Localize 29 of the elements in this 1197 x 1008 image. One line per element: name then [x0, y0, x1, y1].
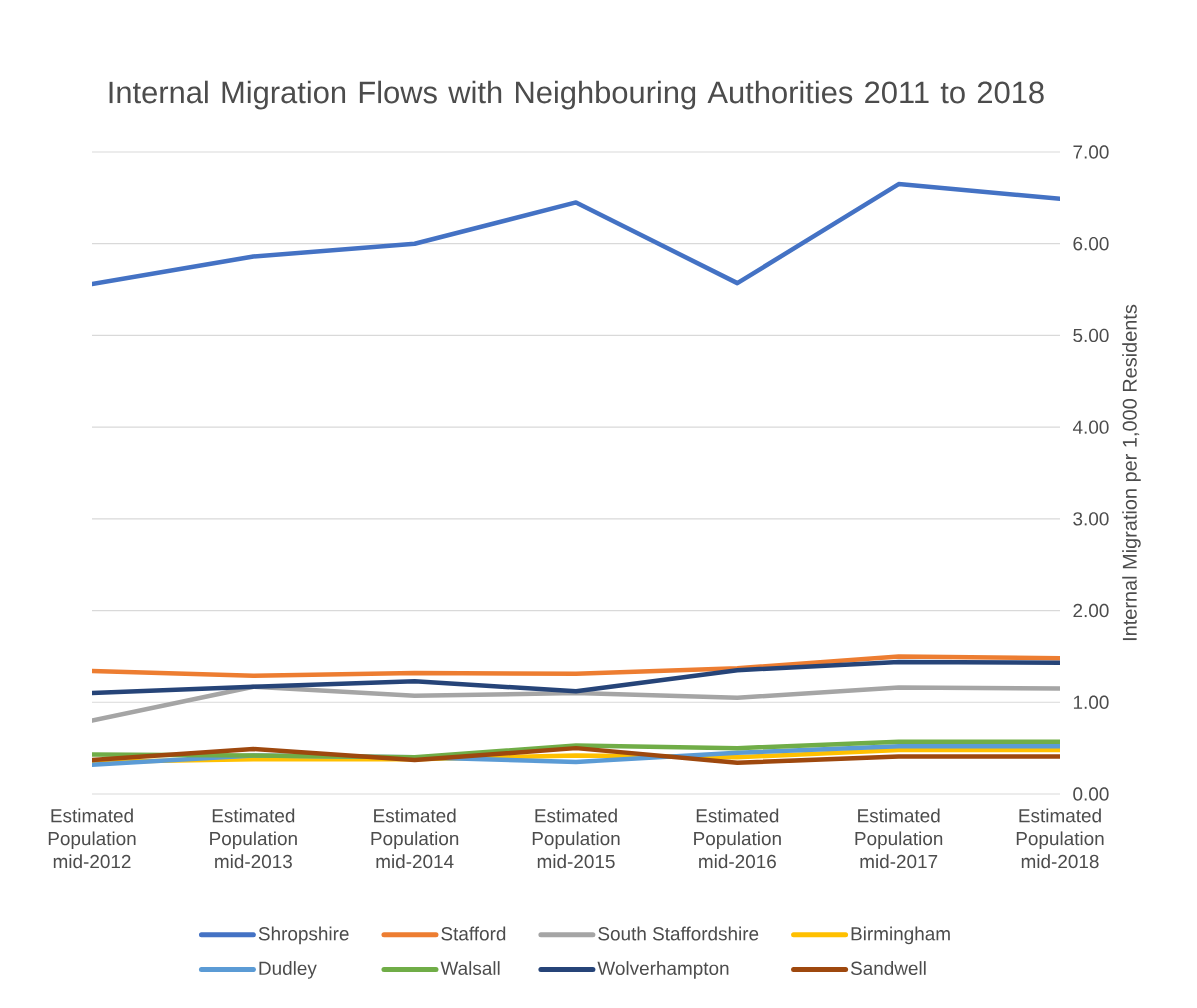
legend-label: South Staffordshire: [598, 926, 759, 941]
line-series: [92, 181, 1061, 287]
legend-label: Dudley: [259, 961, 317, 979]
x-tick-label: Estimated Population mid-2016: [694, 808, 781, 869]
legend-label: Stafford: [441, 926, 506, 941]
x-tick-label: Estimated Population mid-2013: [210, 808, 297, 869]
y-tick-label: 3.00: [1073, 512, 1109, 526]
line-series: [92, 684, 1061, 723]
y-tick-label: 0.00: [1073, 787, 1109, 801]
chart-title: Internal Migration Flows with Neighbouring Authorities 2011 to 2018: [109, 80, 1044, 110]
y-tick-label: 5.00: [1073, 328, 1109, 343]
x-tick-label: Estimated Population mid-2015: [532, 808, 620, 869]
y-tick-label: 7.00: [1073, 145, 1109, 159]
legend-label: Sandwell: [850, 961, 926, 976]
x-tick-label: Estimated Population mid-2017: [855, 808, 943, 869]
legend-label: Wolverhampton: [597, 961, 729, 979]
x-tick-label: Estimated Population mid-2018: [1016, 808, 1104, 869]
y-axis-title: Internal Migration per 1,000 Residents: [1122, 304, 1141, 641]
legend-label: Shropshire: [258, 926, 349, 945]
legend-label: Birmingham: [851, 926, 950, 945]
x-tick-label: Estimated Population mid-2014: [371, 808, 459, 869]
legend-label: Walsall: [440, 961, 500, 976]
line-series: [92, 659, 1061, 696]
x-tick-label: Estimated Population mid-2012: [48, 808, 136, 869]
y-tick-label: 2.00: [1073, 603, 1109, 618]
line-series: [92, 654, 1061, 678]
y-tick-label: 6.00: [1073, 237, 1109, 251]
y-tick-label: 1.00: [1073, 695, 1109, 709]
y-tick-label: 4.00: [1072, 420, 1109, 434]
